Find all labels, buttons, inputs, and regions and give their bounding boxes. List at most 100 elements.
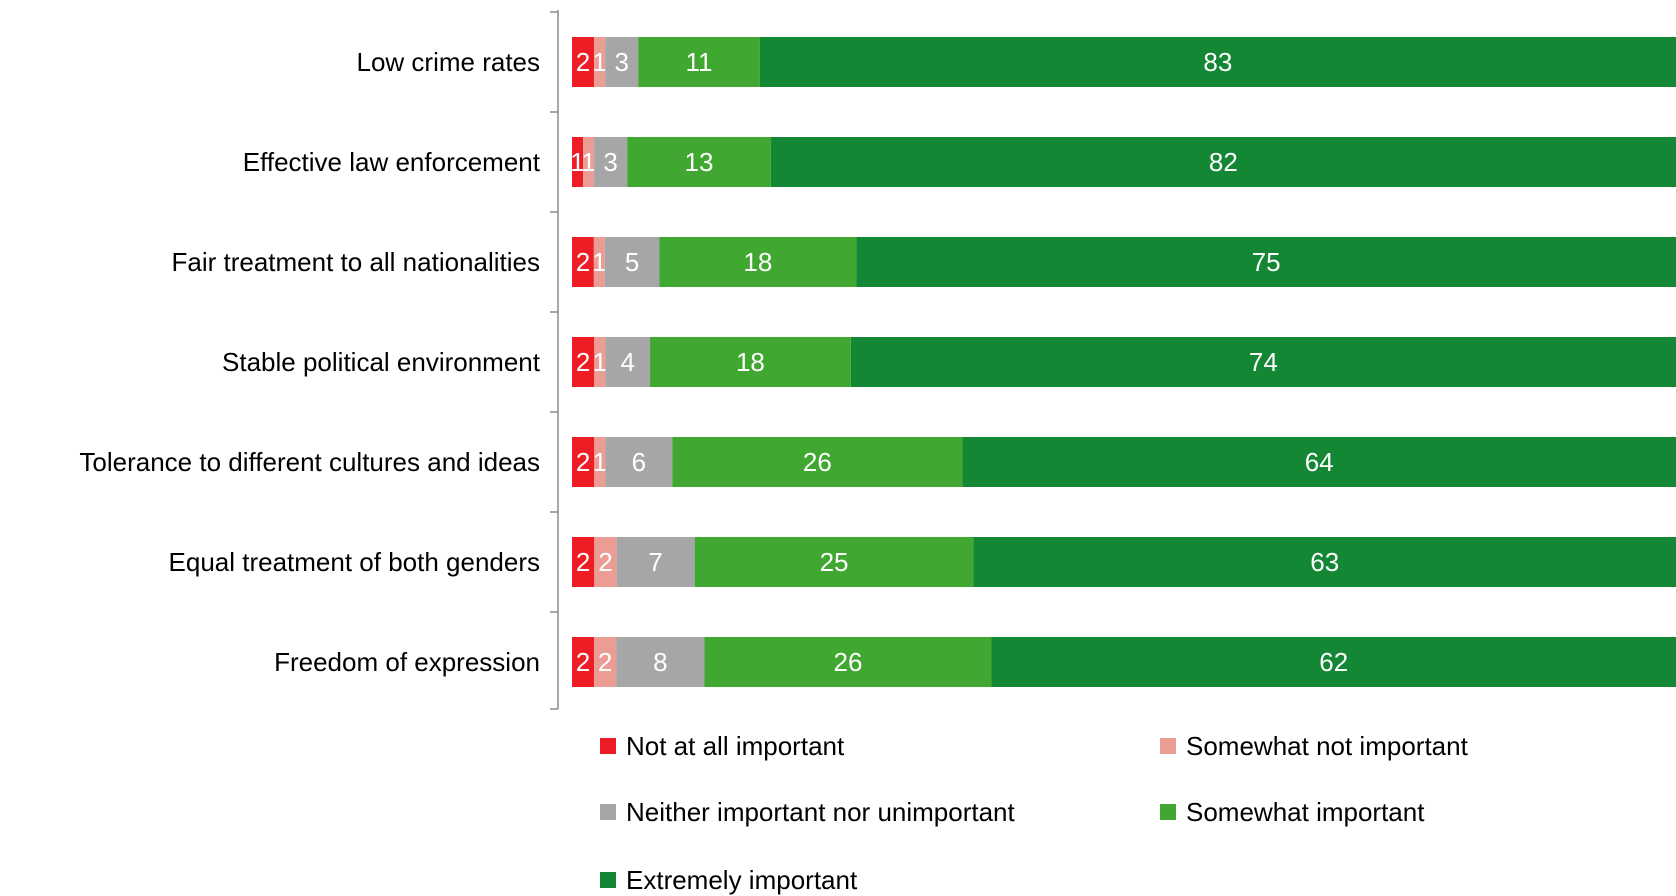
legend-label: Somewhat important <box>1186 797 1425 827</box>
bar-row-stable-political-environment: 2 1 4 18 74 <box>572 337 1676 387</box>
bar-row-fair-treatment-to-all-nationalities: 2 1 5 18 75 <box>572 237 1676 287</box>
data-label: 82 <box>1209 147 1238 177</box>
bar-segment-somewhat-not-important <box>594 637 617 687</box>
category-label-equal-treatment-of-both-genders: Equal treatment of both genders <box>169 547 540 577</box>
data-label: 3 <box>614 47 628 77</box>
legend: Not at all important Somewhat not importa… <box>600 731 1469 895</box>
bar-segment-somewhat-important <box>627 137 771 187</box>
bar-segment-neither-important-nor-unimportant <box>616 637 705 687</box>
bar-segment-neither-important-nor-unimportant <box>604 237 660 287</box>
category-label-stable-political-environment: Stable political environment <box>222 347 541 377</box>
category-label-effective-law-enforcement: Effective law enforcement <box>243 147 541 177</box>
bar-segment-extremely-important <box>856 237 1676 287</box>
legend-swatch <box>600 872 616 888</box>
data-label: 1 <box>570 147 584 177</box>
data-label: 26 <box>834 647 863 677</box>
bar-segment-somewhat-not-important <box>594 437 606 487</box>
bar-segment-somewhat-important <box>638 37 760 87</box>
legend-label: Somewhat not important <box>1186 731 1469 761</box>
legend-label: Neither important nor unimportant <box>626 797 1016 827</box>
legend-label: Extremely important <box>626 865 858 895</box>
legend-swatch <box>600 738 616 754</box>
category-axis <box>550 10 559 710</box>
bar-segment-somewhat-not-important <box>583 137 595 187</box>
bar-segment-extremely-important <box>973 537 1676 587</box>
data-label: 75 <box>1252 247 1281 277</box>
legend-label: Not at all important <box>626 731 845 761</box>
bar-segment-somewhat-not-important <box>594 537 617 587</box>
legend-item-not-at-all-important: Not at all important <box>600 731 845 761</box>
data-label: 83 <box>1203 47 1232 77</box>
bar-segment-somewhat-not-important <box>593 237 605 287</box>
category-label-low-crime-rates: Low crime rates <box>357 47 541 77</box>
data-label: 1 <box>593 447 607 477</box>
data-label: 2 <box>576 47 590 77</box>
bar-segment-somewhat-important <box>704 637 992 687</box>
bar-row-effective-law-enforcement: 11 3 13 82 <box>570 137 1676 187</box>
bar-segment-somewhat-important <box>659 237 857 287</box>
data-label: 64 <box>1305 447 1334 477</box>
data-label: 2 <box>576 547 590 577</box>
bar-segment-not-at-all-important <box>572 637 595 687</box>
data-label: 2 <box>598 647 612 677</box>
bar-segment-extremely-important <box>991 637 1676 687</box>
bar-segment-extremely-important <box>850 337 1676 387</box>
data-label: 6 <box>632 447 646 477</box>
bar-segment-somewhat-important <box>650 337 851 387</box>
bar-segment-neither-important-nor-unimportant <box>594 137 628 187</box>
data-label: 11 <box>685 47 712 77</box>
legend-item-neither-important-nor-unimportant: Neither important nor unimportant <box>600 797 1016 827</box>
bar-segment-extremely-important <box>759 37 1676 87</box>
data-label: 1 <box>592 247 606 277</box>
bar-segment-somewhat-not-important <box>594 337 606 387</box>
category-labels-group: Low crime rates Effective law enforcement… <box>79 47 540 677</box>
legend-item-somewhat-important: Somewhat important <box>1160 797 1425 827</box>
legend-item-somewhat-not-important: Somewhat not important <box>1160 731 1469 761</box>
data-label: 74 <box>1249 347 1278 377</box>
data-label: 3 <box>603 147 617 177</box>
data-label: 18 <box>736 347 765 377</box>
legend-swatch <box>1160 804 1176 820</box>
data-label: 2 <box>576 647 590 677</box>
bar-row-low-crime-rates: 2 1 3 11 83 <box>572 37 1676 87</box>
category-label-freedom-of-expression: Freedom of expression <box>274 647 540 677</box>
data-label: 8 <box>653 647 667 677</box>
data-label: 62 <box>1319 647 1348 677</box>
legend-swatch <box>1160 738 1176 754</box>
data-label: 1 <box>592 47 606 77</box>
bar-segment-neither-important-nor-unimportant <box>605 437 673 487</box>
data-label: 26 <box>803 447 832 477</box>
bar-segment-not-at-all-important <box>572 537 595 587</box>
category-label-fair-treatment-to-all-nationalities: Fair treatment to all nationalities <box>171 247 540 277</box>
bar-segment-not-at-all-important <box>572 37 595 87</box>
data-label: 2 <box>576 347 590 377</box>
data-label: 25 <box>820 547 849 577</box>
bar-segment-somewhat-not-important <box>594 37 606 87</box>
bar-row-tolerance-to-different-cultures-and-ideas: 2 1 6 26 64 <box>572 437 1676 487</box>
data-label: 1 <box>581 147 595 177</box>
data-label: 18 <box>743 247 772 277</box>
data-label: 13 <box>684 147 713 177</box>
legend-swatch <box>600 804 616 820</box>
bar-segment-extremely-important <box>962 437 1676 487</box>
bar-segment-somewhat-important <box>672 437 963 487</box>
data-label: 5 <box>625 247 639 277</box>
data-label: 4 <box>621 347 635 377</box>
bar-segment-not-at-all-important <box>572 337 595 387</box>
data-label: 2 <box>576 247 590 277</box>
bar-row-freedom-of-expression: 2 2 8 26 62 <box>572 637 1676 687</box>
data-label: 2 <box>598 547 612 577</box>
bar-segment-not-at-all-important <box>572 137 584 187</box>
bar-segment-extremely-important <box>770 137 1676 187</box>
bar-segment-not-at-all-important <box>572 437 595 487</box>
legend-item-extremely-important: Extremely important <box>600 865 858 895</box>
data-label: 2 <box>576 447 590 477</box>
bar-segment-neither-important-nor-unimportant <box>605 37 639 87</box>
bar-segment-neither-important-nor-unimportant <box>616 537 695 587</box>
data-label: 7 <box>648 547 662 577</box>
bar-segment-neither-important-nor-unimportant <box>605 337 651 387</box>
bar-segment-somewhat-important <box>694 537 974 587</box>
